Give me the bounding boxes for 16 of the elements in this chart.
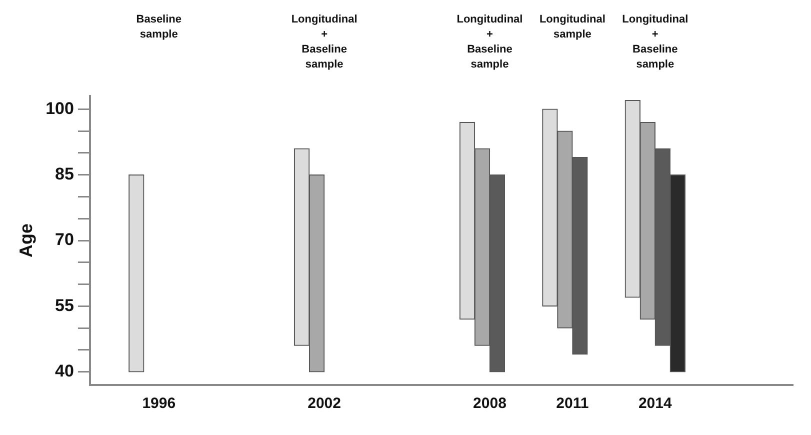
y-tick-label: 85 [55, 164, 74, 184]
x-tick-label: 1996 [142, 395, 176, 412]
x-tick-label: 2011 [556, 395, 589, 412]
x-tick-label: 2008 [473, 395, 506, 412]
x-tick-label: 2002 [308, 395, 341, 412]
text: Longitudinal sample [539, 14, 606, 41]
y-tick-label: 70 [55, 230, 74, 250]
text: Baseline sample [136, 14, 182, 41]
y-tick-label: 100 [46, 98, 74, 118]
text: Longitudinal + Baseline sample [622, 14, 688, 71]
y-tick-label: 55 [55, 296, 74, 315]
text: Longitudinal + Baseline sample [456, 14, 523, 71]
text: Longitudinal + Baseline sample [291, 14, 358, 71]
y-axis-title: Age [16, 223, 36, 258]
y-tick-label: 40 [55, 362, 74, 381]
x-tick-label: 2014 [638, 395, 672, 412]
